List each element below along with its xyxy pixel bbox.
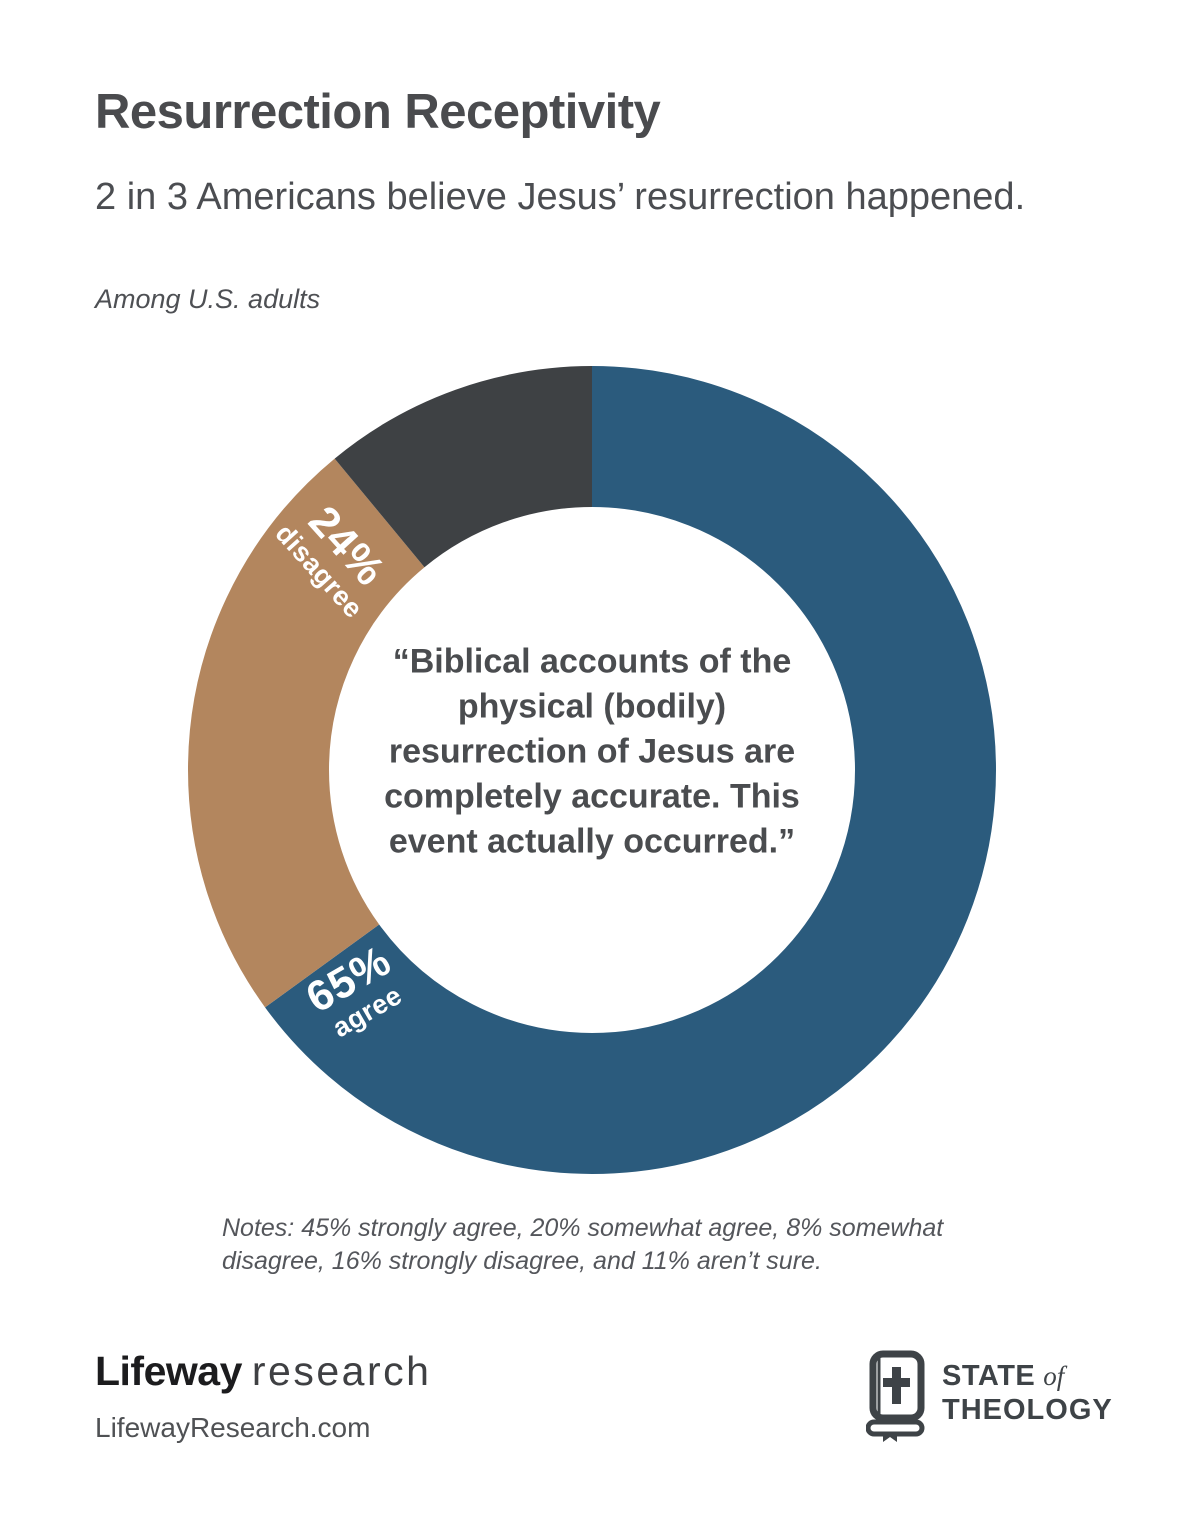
sot-word-of: of <box>1043 1361 1065 1391</box>
bible-book-cross-icon <box>866 1350 925 1442</box>
lifeway-research-logo: Lifeway research <box>95 1348 431 1395</box>
state-of-theology-logo: STATE of THEOLOGY <box>866 1350 1113 1442</box>
donut-segment-not-sure-unlabeled <box>188 366 996 1174</box>
lifeway-suffix-text: research <box>251 1348 432 1394</box>
donut-segment-disagree <box>188 366 996 1174</box>
donut-chart-svg <box>188 366 996 1174</box>
state-of-theology-text: STATE of THEOLOGY <box>942 1362 1113 1425</box>
sot-word-state: STATE <box>942 1360 1036 1392</box>
sot-word-theology: THEOLOGY <box>942 1394 1113 1426</box>
survey-statement: “Biblical accounts of the physical (bodi… <box>384 642 800 861</box>
chart-notes: Notes: 45% strongly agree, 20% somewhat … <box>222 1214 944 1275</box>
page-subtitle: 2 in 3 Americans believe Jesus’ resurrec… <box>95 176 1026 218</box>
audience-note: Among U.S. adults <box>95 284 321 314</box>
donut-chart: 24% disagree 65% agree “Biblical account… <box>188 366 996 1174</box>
lifeway-brand-text: Lifeway <box>95 1348 242 1394</box>
page-title: Resurrection Receptivity <box>95 85 661 139</box>
lifeway-research-url[interactable]: LifewayResearch.com <box>95 1412 371 1443</box>
